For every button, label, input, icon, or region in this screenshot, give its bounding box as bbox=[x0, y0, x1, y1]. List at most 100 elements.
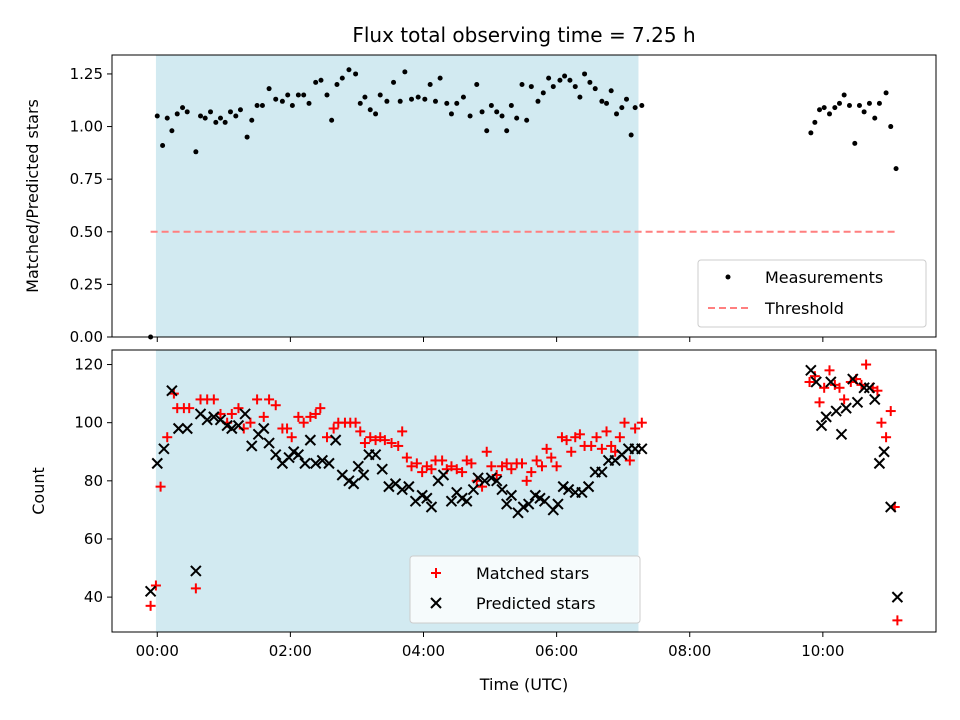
measurement-point bbox=[628, 132, 634, 138]
measurement-point bbox=[567, 77, 573, 83]
legend-marker-measurements bbox=[725, 274, 731, 280]
matched-star-point bbox=[245, 417, 256, 428]
measurement-point bbox=[499, 113, 505, 119]
count-y-axis-label: Count bbox=[29, 467, 48, 515]
measurement-point bbox=[169, 128, 175, 134]
measurement-point bbox=[273, 96, 279, 102]
matched-star-point bbox=[451, 464, 462, 475]
matched-star-point bbox=[546, 452, 557, 463]
count-y-axis: 40 60 80 100 120 bbox=[74, 356, 112, 606]
predicted-star-point bbox=[270, 448, 282, 461]
matched-star-point bbox=[614, 432, 625, 443]
matched-star-point bbox=[233, 403, 244, 414]
matched-star-point bbox=[574, 429, 585, 440]
matched-star-point bbox=[819, 382, 830, 393]
predicted-star-point bbox=[172, 422, 185, 435]
measurement-point bbox=[546, 75, 552, 81]
matched-star-point bbox=[466, 458, 477, 469]
predicted-star-point bbox=[869, 393, 881, 406]
measurement-point bbox=[614, 111, 620, 117]
measurement-point bbox=[313, 79, 319, 85]
matched-star-point bbox=[264, 394, 275, 405]
matched-star-point bbox=[406, 461, 417, 472]
matched-star-point bbox=[298, 417, 309, 428]
y-tick-label: 120 bbox=[74, 356, 103, 374]
measurement-point bbox=[164, 115, 170, 121]
predicted-star-point bbox=[304, 434, 317, 446]
measurement-point bbox=[846, 103, 852, 109]
ratio-legend-box bbox=[697, 259, 927, 328]
measurement-point bbox=[599, 98, 605, 104]
matched-star-point bbox=[892, 615, 903, 626]
measurement-point bbox=[415, 94, 421, 100]
measurement-point bbox=[329, 117, 335, 123]
matched-star-point bbox=[834, 382, 845, 393]
measurement-point bbox=[827, 111, 833, 117]
measurement-point bbox=[841, 92, 847, 98]
measurement-point bbox=[306, 100, 312, 106]
measurement-point bbox=[279, 98, 285, 104]
matched-star-point bbox=[814, 397, 825, 408]
matched-star-point bbox=[282, 423, 293, 434]
measurement-point bbox=[324, 92, 330, 98]
matched-star-point bbox=[624, 455, 635, 466]
matched-star-point bbox=[355, 426, 366, 437]
matched-star-point bbox=[379, 435, 390, 446]
predicted-star-point bbox=[479, 475, 491, 487]
predicted-star-point bbox=[151, 457, 163, 470]
measurement-point bbox=[479, 109, 485, 115]
matched-star-point bbox=[145, 600, 156, 611]
observing-span-shade bbox=[155, 55, 639, 337]
predicted-star-point bbox=[445, 495, 458, 507]
measurement-point bbox=[213, 119, 219, 125]
measurement-point bbox=[587, 79, 593, 85]
matched-star-point bbox=[531, 455, 542, 466]
matched-star-point bbox=[591, 432, 602, 443]
measurement-point bbox=[198, 113, 204, 119]
matched-star-point bbox=[619, 417, 630, 428]
predicted-star-point bbox=[201, 414, 213, 426]
measurement-point bbox=[154, 113, 160, 119]
measurement-point bbox=[639, 103, 645, 109]
predicted-star-point bbox=[421, 492, 433, 504]
measurement-point bbox=[184, 109, 190, 115]
predicted-star-point bbox=[292, 448, 305, 461]
count-legend: Matched stars Predicted stars bbox=[409, 555, 641, 624]
legend-marker-predicted bbox=[430, 597, 442, 609]
predicted-star-point bbox=[485, 472, 498, 484]
predicted-star-point bbox=[352, 460, 364, 472]
measurement-point bbox=[474, 81, 480, 87]
measurement-point bbox=[357, 100, 363, 106]
measurement-point bbox=[519, 81, 525, 87]
matched-star-point bbox=[365, 432, 376, 443]
y-tick-label: 40 bbox=[84, 588, 103, 606]
predicted-star-point bbox=[323, 457, 335, 470]
matched-star-point bbox=[636, 417, 647, 428]
matched-star-point bbox=[190, 583, 201, 594]
predicted-star-point bbox=[467, 483, 480, 496]
measurement-point bbox=[233, 113, 239, 119]
measurement-point bbox=[504, 128, 510, 134]
matched-star-point bbox=[601, 426, 612, 437]
matched-star-point bbox=[350, 417, 361, 428]
predicted-star-point bbox=[538, 495, 551, 507]
time-x-axis: 00:00 02:00 04:00 06:00 08:00 10:00 bbox=[136, 632, 844, 660]
predicted-star-point bbox=[885, 501, 897, 513]
matched-star-point bbox=[596, 443, 607, 454]
matched-star-point bbox=[258, 411, 269, 422]
predicted-star-point bbox=[878, 446, 890, 458]
measurement-point bbox=[237, 107, 243, 113]
measurement-point bbox=[318, 77, 324, 83]
measurement-point bbox=[373, 111, 379, 117]
matched-star-point bbox=[586, 440, 597, 451]
matched-star-point bbox=[481, 446, 492, 457]
predicted-star-point bbox=[891, 591, 904, 603]
measurement-point bbox=[582, 71, 588, 77]
measurement-point bbox=[508, 103, 514, 109]
predicted-star-point bbox=[437, 469, 450, 481]
matched-star-point bbox=[824, 365, 835, 376]
measurement-point bbox=[467, 113, 473, 119]
measurement-point bbox=[301, 92, 307, 98]
matched-star-point bbox=[881, 432, 892, 443]
predicted-star-point bbox=[376, 463, 388, 475]
